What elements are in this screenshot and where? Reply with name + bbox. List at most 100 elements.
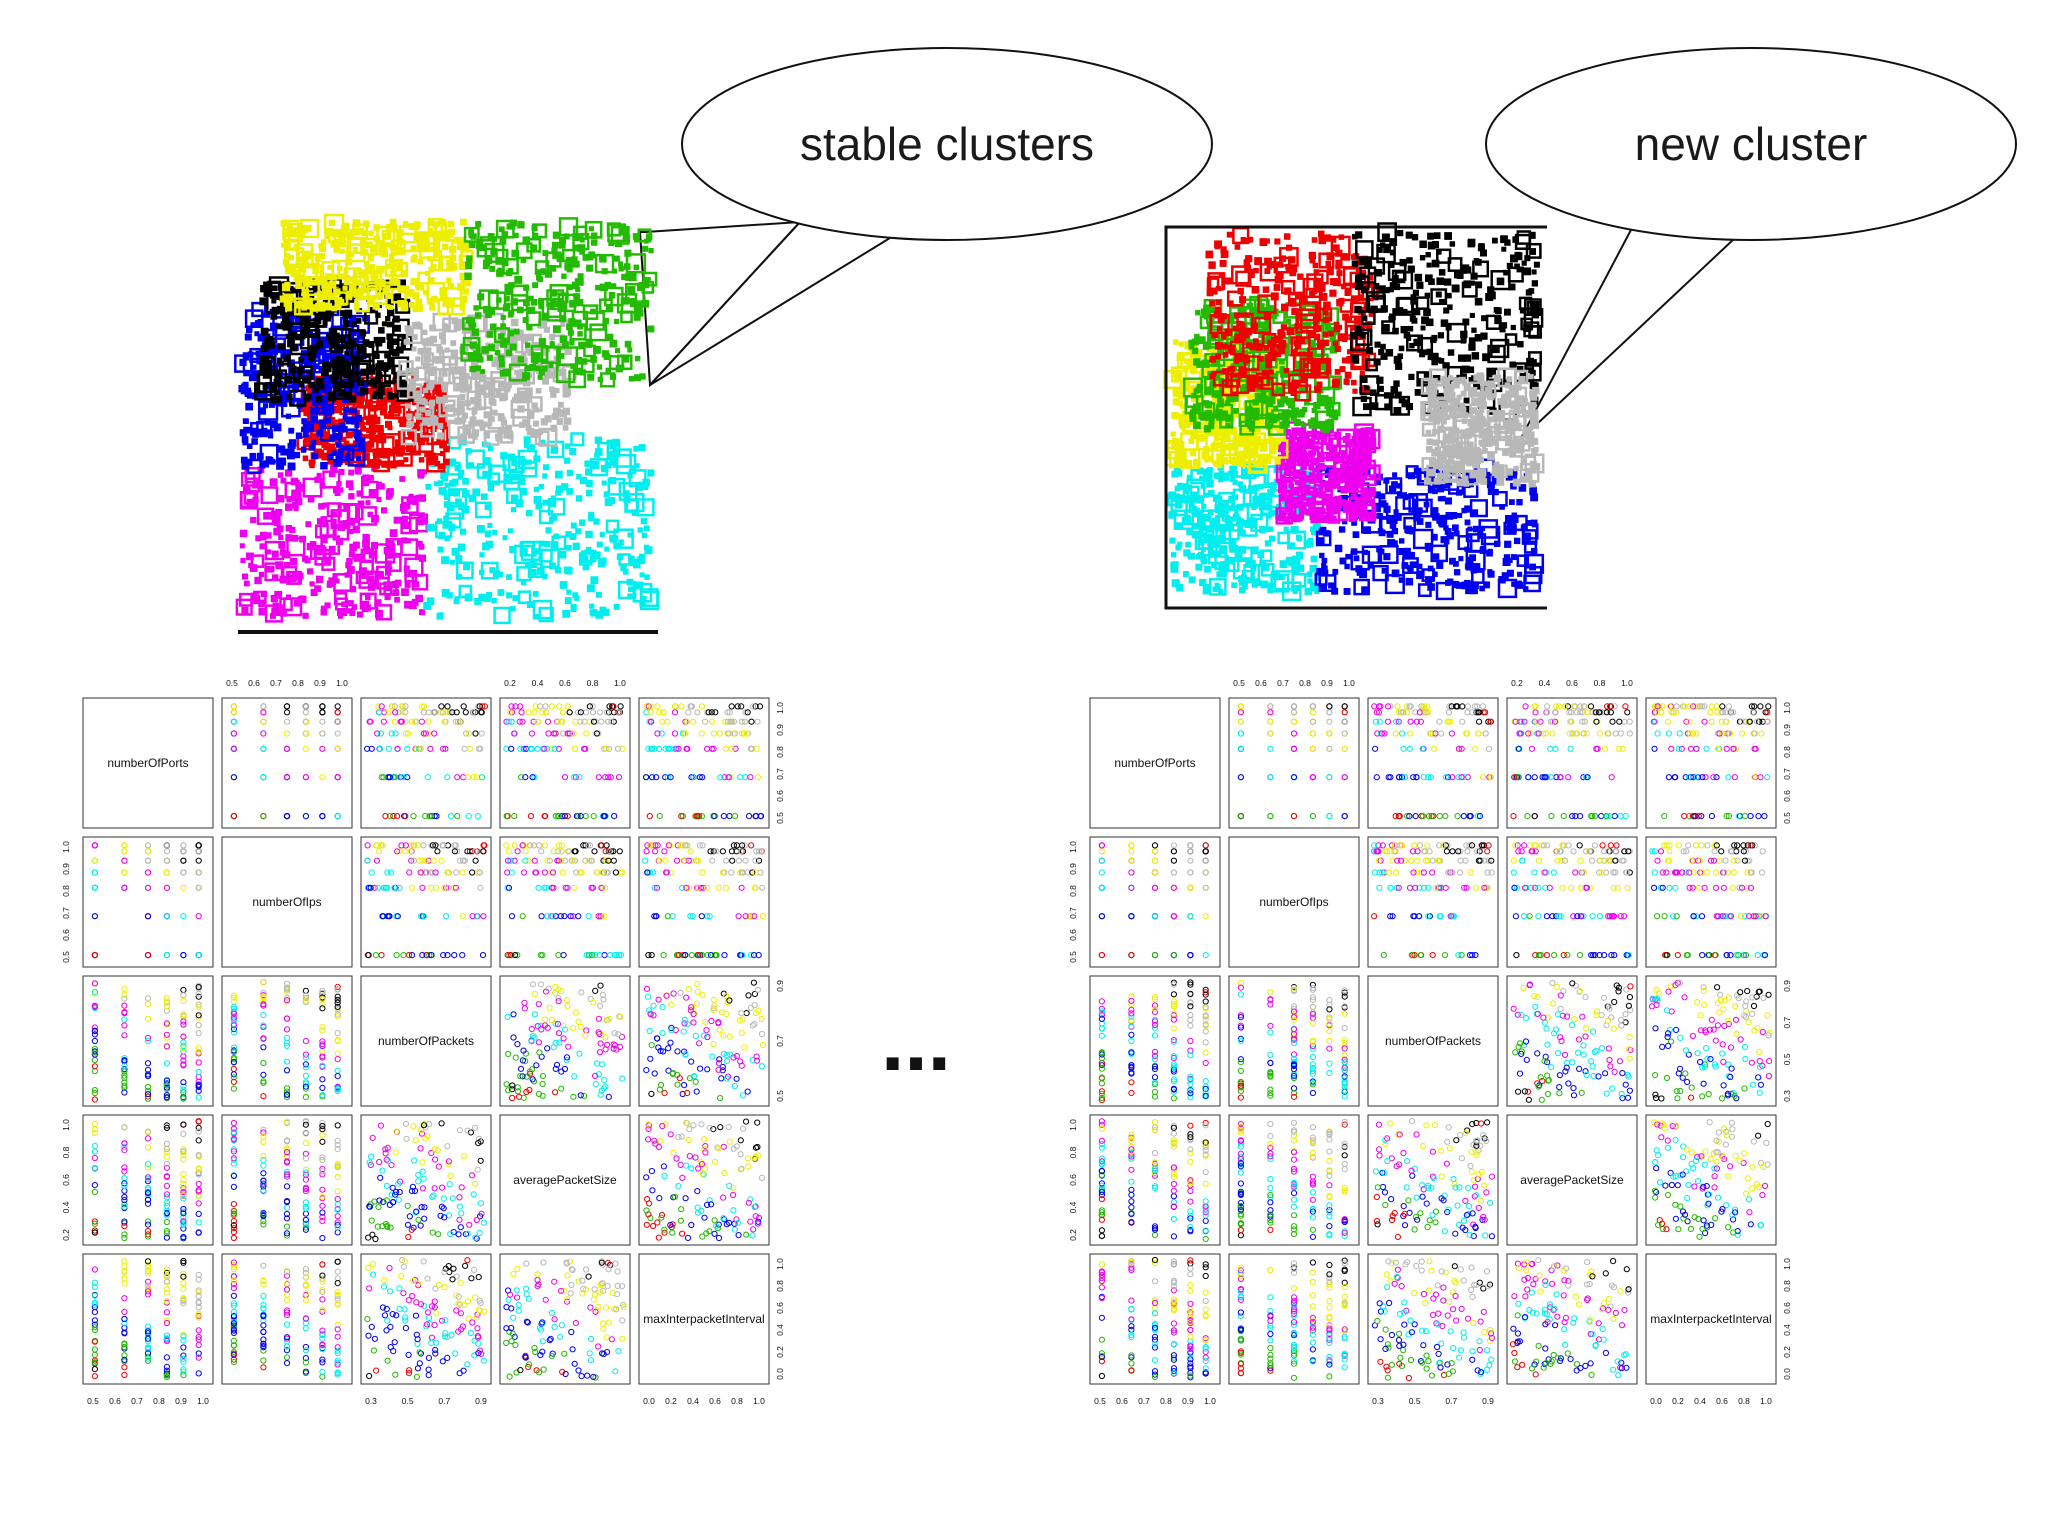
cluster-point-cyan (644, 544, 650, 551)
cluster-point-magenta (1351, 436, 1358, 442)
cluster-point-cyan (476, 463, 493, 479)
cluster-point-red (378, 435, 387, 444)
cluster-point-yellow (344, 258, 353, 266)
cluster-point-blue (1466, 558, 1474, 566)
cluster-point-red (1335, 259, 1343, 268)
cluster-point-blue (1445, 579, 1452, 586)
cluster-point-magenta (1306, 452, 1313, 459)
cluster-point-cyan (1204, 566, 1211, 573)
cluster-point-red (1248, 374, 1257, 383)
cluster-point-cyan (529, 560, 538, 569)
cluster-point-cyan (542, 499, 549, 506)
cluster-point-cyan (1267, 526, 1274, 532)
right-callout-bubble (1485, 47, 2017, 241)
cluster-point-magenta (351, 604, 358, 611)
cluster-point-cyan (538, 484, 544, 490)
cluster-point-red (1345, 315, 1353, 323)
cluster-point-yellow (300, 267, 306, 273)
cluster-point-red (1278, 339, 1287, 348)
cluster-point-red (1262, 286, 1270, 293)
cluster-point-magenta (416, 540, 423, 548)
cluster-point-cyan (465, 449, 485, 469)
cluster-point-blue (1353, 555, 1360, 562)
cluster-point-yellow (283, 299, 292, 307)
cluster-point-cyan (464, 593, 473, 602)
cluster-point-magenta (1325, 453, 1334, 462)
cluster-point-cyan (585, 530, 593, 539)
cluster-point-cyan (1207, 509, 1214, 516)
cluster-point-magenta (275, 514, 281, 521)
cluster-point-cyan (423, 602, 432, 610)
cluster-point-blue (267, 433, 274, 439)
cluster-point-magenta (1350, 449, 1357, 455)
cluster-point-black (1366, 346, 1374, 354)
cluster-point-magenta (1336, 502, 1343, 509)
cluster-point-yellow (1178, 341, 1184, 347)
cluster-point-magenta (1357, 511, 1363, 517)
cluster-point-black (317, 311, 326, 320)
cluster-point-green (1248, 425, 1255, 432)
cluster-point-blue (1461, 507, 1467, 514)
cluster-point-blue (356, 456, 362, 462)
left-callout-tail (638, 220, 803, 388)
cluster-point-black (339, 310, 346, 317)
cluster-point-gray (1506, 376, 1513, 383)
cluster-point-red (1222, 343, 1229, 350)
cluster-point-green (552, 231, 561, 239)
cluster-point-green (1277, 399, 1284, 406)
cluster-point-gray (505, 424, 512, 432)
cluster-point-black (1447, 304, 1453, 310)
cluster-point-gray (1520, 405, 1526, 411)
cluster-point-cyan (543, 464, 549, 471)
cluster-point-cyan (463, 563, 471, 571)
cluster-point-blue (1449, 557, 1456, 565)
cluster-point-black (1428, 278, 1435, 285)
cluster-point-red (1334, 368, 1341, 375)
cluster-point-black (1438, 269, 1446, 276)
cluster-point-magenta (403, 565, 410, 572)
cluster-point-cyan (448, 524, 456, 532)
cluster-point-black (274, 369, 283, 378)
cluster-point-black (1533, 261, 1540, 268)
cluster-point-green (1217, 395, 1223, 401)
cluster-point-cyan (542, 574, 548, 580)
cluster-point-magenta (244, 466, 261, 484)
cluster-point-yellow (1210, 443, 1218, 451)
cluster-point-cyan (438, 532, 446, 540)
cluster-point-green (498, 355, 505, 362)
cluster-point-red (403, 457, 409, 463)
cluster-point-green (628, 375, 635, 382)
cluster-point-black (1471, 327, 1477, 333)
cluster-point-black (1492, 345, 1500, 354)
cluster-point-black (329, 331, 336, 338)
cluster-point-gray (429, 324, 437, 332)
cluster-point-red (1341, 357, 1348, 364)
cluster-point-cyan (1175, 469, 1183, 477)
cluster-point-magenta (310, 588, 318, 597)
cluster-point-black (386, 342, 394, 350)
cluster-point-red (1239, 296, 1247, 304)
cluster-point-black (1487, 286, 1495, 294)
cluster-point-yellow (463, 278, 471, 287)
cluster-point-magenta (285, 469, 293, 477)
cluster-point-blue (254, 331, 260, 337)
cluster-point-green (486, 331, 494, 338)
cluster-point-magenta (407, 570, 415, 578)
cluster-point-black (1494, 316, 1502, 325)
cluster-point-magenta (1315, 475, 1323, 483)
cluster-point-green (586, 253, 594, 261)
cluster-point-magenta (302, 612, 309, 619)
cluster-point-black (1431, 334, 1438, 341)
cluster-point-cyan (1200, 483, 1206, 489)
cluster-point-cyan (512, 473, 519, 481)
cluster-point-magenta (272, 608, 281, 617)
cluster-point-red (1295, 291, 1303, 300)
cluster-point-cyan (625, 493, 645, 513)
cluster-point-magenta (338, 487, 344, 493)
cluster-point-green (1203, 361, 1210, 368)
cluster-point-gray (500, 392, 509, 401)
cluster-point-cyan (591, 461, 600, 469)
cluster-point-black (1388, 392, 1395, 399)
cluster-point-blue (1479, 585, 1485, 592)
cluster-point-cyan (492, 529, 498, 535)
